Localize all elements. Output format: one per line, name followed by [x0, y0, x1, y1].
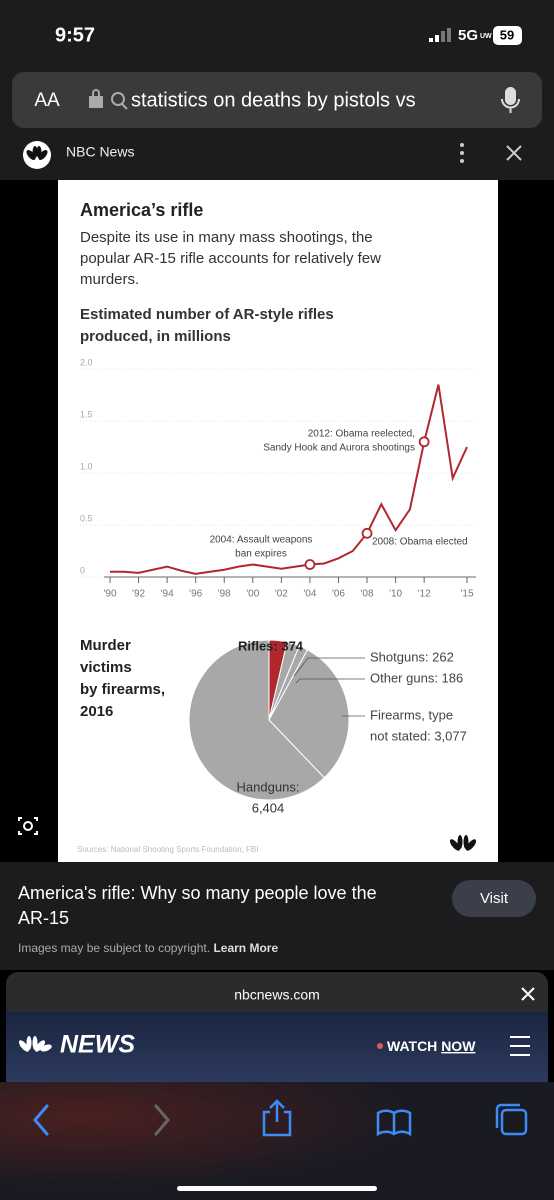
close-button[interactable]: [506, 145, 522, 161]
now[interactable]: NOW: [441, 1038, 476, 1054]
leader-line: [293, 657, 365, 677]
slice-label: 6,404: [252, 800, 285, 815]
annotation-marker: [418, 436, 430, 448]
x-tick-label: '12: [418, 589, 431, 600]
annotation: ban expires: [235, 549, 287, 560]
data-line: [110, 384, 468, 575]
bookmarks-button[interactable]: [376, 1109, 412, 1137]
battery-level: 59: [500, 27, 514, 42]
lens-button[interactable]: [18, 817, 38, 835]
result-title[interactable]: AR-15: [18, 908, 69, 928]
watch-label[interactable]: WATCH NOW: [387, 1038, 476, 1054]
visit-button[interactable]: [452, 880, 536, 917]
nbc-banner: [6, 1012, 548, 1082]
y-axis-title: Estimated number of AR-style rifles: [80, 306, 334, 323]
slice-label: Firearms, type: [370, 707, 453, 722]
pie-slice: [268, 649, 350, 779]
address-bar[interactable]: [12, 72, 542, 128]
slice-label: Handguns:: [237, 779, 300, 794]
notice-text: Images may be subject to copyright.: [18, 941, 210, 955]
x-tick-label: '94: [161, 589, 174, 600]
x-tick-label: '02: [275, 589, 288, 600]
banner-brand: NEWS: [60, 1031, 135, 1059]
leader-line: [295, 678, 365, 684]
forward-button[interactable]: [154, 1104, 170, 1136]
y-tick-label: 1.0: [80, 461, 93, 471]
source-name: NBC News: [66, 144, 134, 160]
slice-label: Other guns: 186: [370, 670, 463, 685]
menu-button[interactable]: [510, 1036, 530, 1056]
pie-title: 2016: [80, 703, 113, 720]
battery: [493, 26, 522, 45]
preview-close[interactable]: [521, 987, 535, 1001]
x-tick-label: '96: [189, 589, 202, 600]
chart-subtitle: popular AR-15 rifle accounts for relativ…: [80, 250, 381, 267]
lock-icon: [89, 89, 128, 110]
x-tick-label: '04: [303, 589, 316, 600]
chart: America’s rifle Despite its use in many m…: [80, 200, 476, 815]
time: 9:57: [55, 24, 95, 46]
search-query[interactable]: statistics on deaths by pistols vs: [131, 89, 416, 111]
chart-subtitle: Despite its use in many mass shootings, …: [80, 229, 373, 246]
preview-domain: nbcnews.com: [234, 987, 320, 1003]
pie-title: victims: [80, 659, 132, 676]
chart-sources: Sources: National Shooting Sports Founda…: [77, 845, 258, 854]
chart-subtitle: murders.: [80, 271, 139, 288]
x-tick-label: '98: [218, 589, 231, 600]
back-button[interactable]: [33, 1104, 49, 1136]
annotation: Sandy Hook and Aurora shootings: [263, 443, 415, 454]
x-tick-label: '15: [460, 589, 473, 600]
y-tick-label: 0: [80, 565, 85, 575]
x-tick-label: '06: [332, 589, 345, 600]
annotation-marker: [304, 559, 316, 570]
annotation-marker: [361, 527, 373, 539]
x-tick-label: '90: [103, 589, 116, 600]
text-size-button[interactable]: AA: [34, 90, 60, 111]
share-button[interactable]: [262, 1099, 292, 1137]
y-tick-label: 1.5: [80, 409, 93, 419]
peacock-icon: [26, 146, 48, 160]
live-dot: [377, 1043, 383, 1049]
copyright-notice: Images may be subject to copyright. Lear…: [18, 941, 278, 955]
y-tick-label: 2.0: [80, 357, 93, 367]
chart-title: America’s rifle: [80, 200, 203, 220]
watch[interactable]: WATCH: [387, 1038, 437, 1054]
result-title[interactable]: America's rifle: Why so many people love…: [18, 883, 377, 903]
home-indicator: [177, 1186, 377, 1191]
learn-more-link[interactable]: Learn More: [213, 941, 278, 955]
pie-title: Murder: [80, 637, 131, 654]
x-tick-label: '08: [361, 589, 374, 600]
x-tick-label: '10: [389, 589, 402, 600]
annotation: 2008: Obama elected: [372, 537, 468, 548]
slice-label: Shotguns: 262: [370, 649, 454, 664]
more-button[interactable]: [460, 143, 464, 163]
signal-icon: [429, 28, 451, 42]
visit-label[interactable]: Visit: [480, 890, 509, 907]
annotation: 2012: Obama reelected,: [308, 429, 415, 440]
tabs-button[interactable]: [495, 1103, 528, 1136]
y-tick-label: 0.5: [80, 513, 93, 523]
slice-label: Rifles: 374: [238, 638, 304, 653]
banner-peacock: [18, 1036, 52, 1052]
pie-slice: [188, 639, 326, 801]
pie-title: by firearms,: [80, 681, 165, 698]
nbc-mark: [449, 835, 477, 851]
mic-icon[interactable]: [501, 87, 520, 113]
x-tick-label: '92: [132, 589, 145, 600]
result-panel: [0, 862, 554, 970]
x-tick-label: '00: [246, 589, 259, 600]
annotation: 2004: Assault weapons: [210, 535, 313, 546]
network-sub: UW: [480, 33, 492, 40]
y-axis-title: produced, in millions: [80, 328, 231, 345]
network: 5G: [458, 27, 478, 44]
slice-label: not stated: 3,077: [370, 728, 467, 743]
